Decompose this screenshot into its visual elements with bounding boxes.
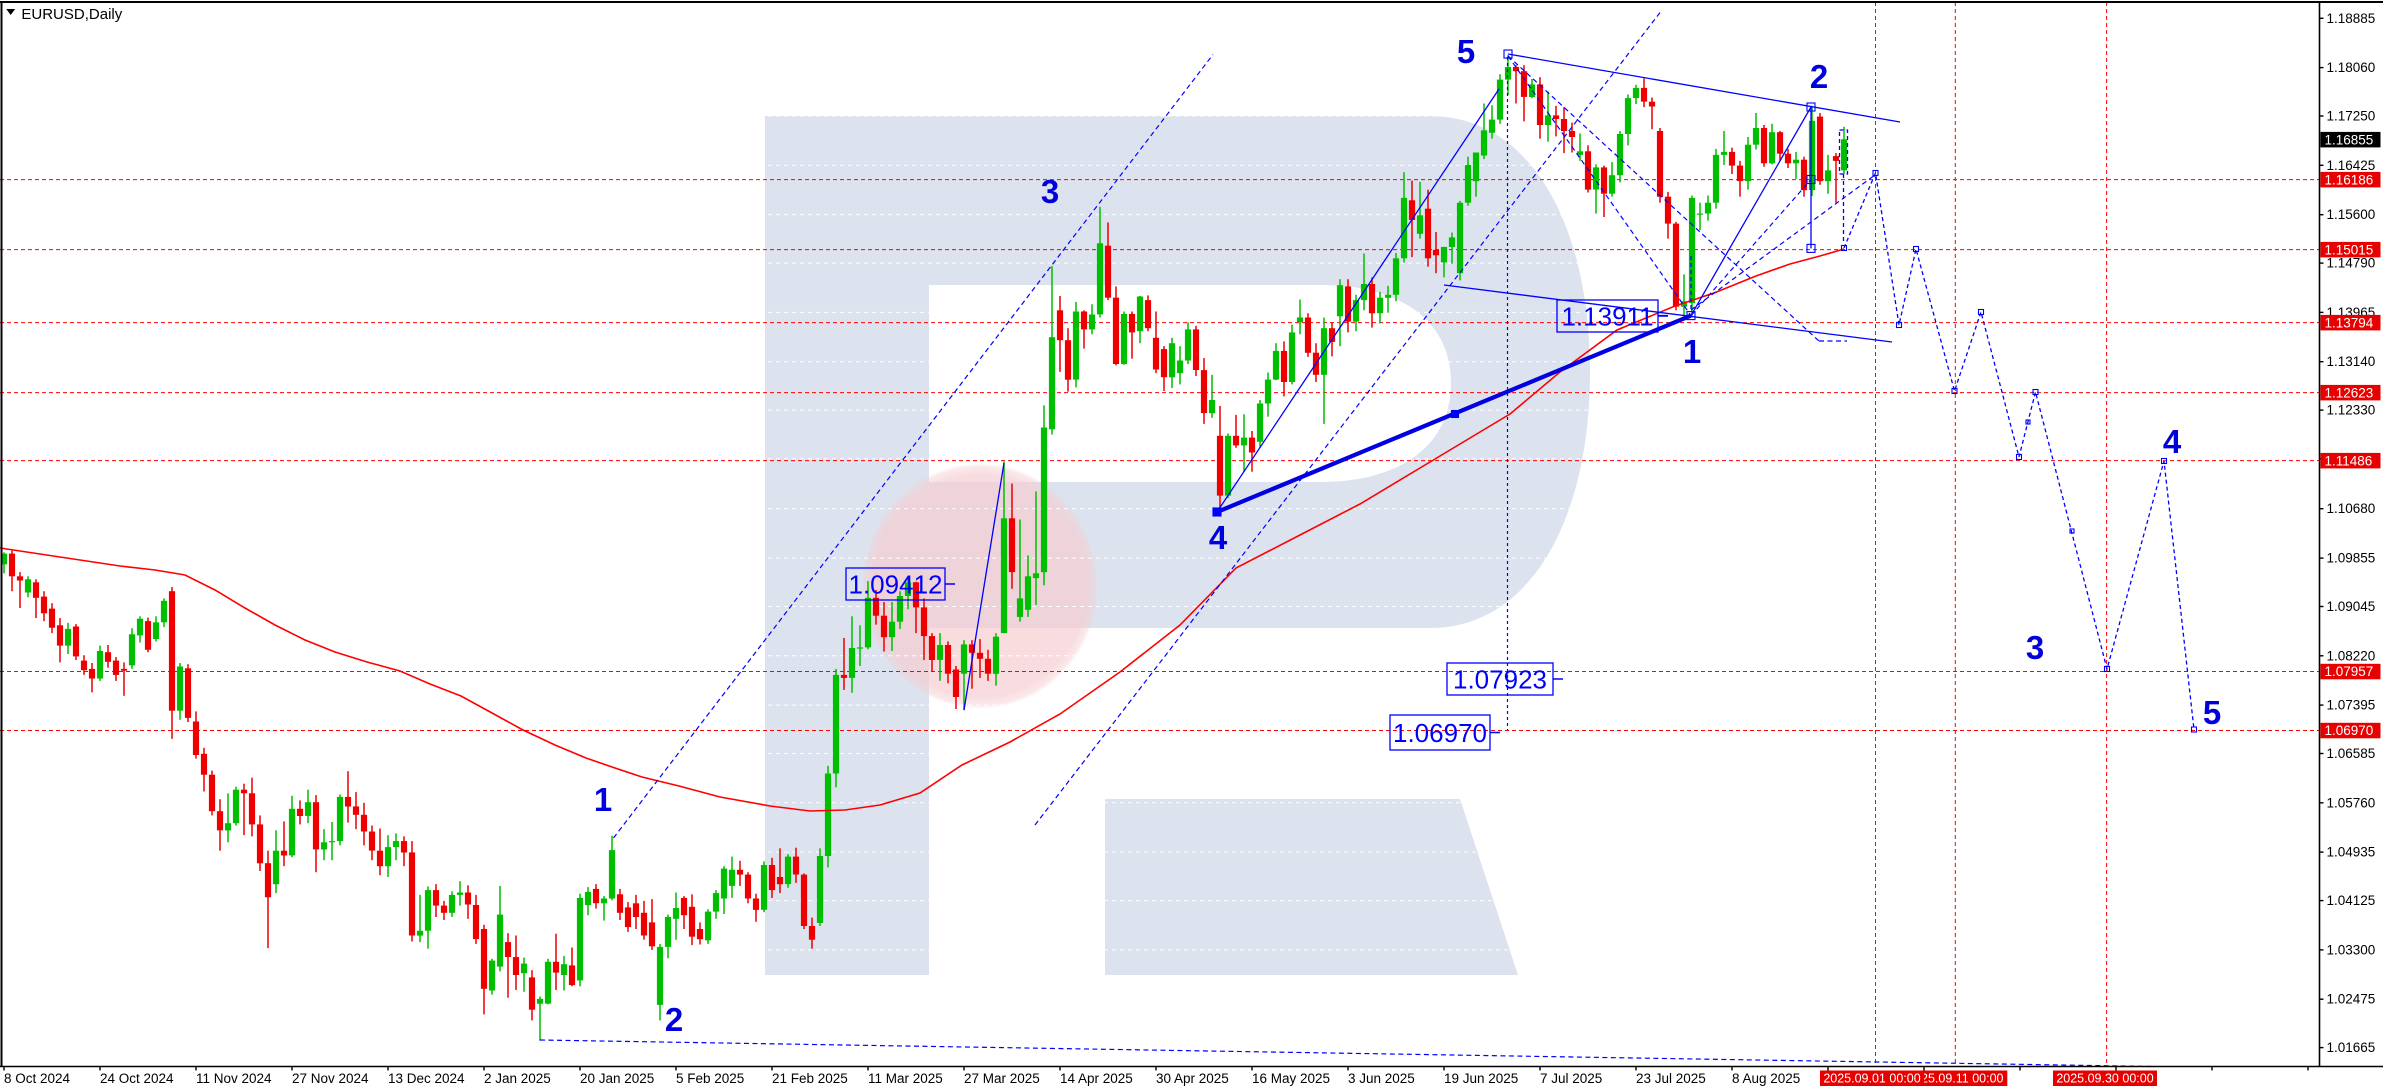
svg-text:8 Aug 2025: 8 Aug 2025	[1732, 1071, 1800, 1086]
svg-text:1.09412: 1.09412	[849, 570, 943, 600]
svg-text:1.07395: 1.07395	[2327, 698, 2376, 713]
svg-text:23 Jul 2025: 23 Jul 2025	[1636, 1071, 1706, 1086]
svg-text:14 Apr 2025: 14 Apr 2025	[1060, 1071, 1133, 1086]
svg-text:1.13911: 1.13911	[1561, 302, 1653, 332]
svg-text:1.12623: 1.12623	[2325, 385, 2374, 400]
svg-text:1.14790: 1.14790	[2327, 256, 2376, 271]
svg-text:19 Jun 2025: 19 Jun 2025	[1444, 1071, 1518, 1086]
svg-text:24 Oct 2024: 24 Oct 2024	[100, 1071, 174, 1086]
svg-text:1.16186: 1.16186	[2325, 172, 2374, 187]
svg-text:1.06585: 1.06585	[2327, 746, 2376, 761]
svg-text:2025.09.11 00:00: 2025.09.11 00:00	[1907, 1072, 2003, 1086]
svg-text:EURUSD,Daily: EURUSD,Daily	[21, 6, 122, 23]
svg-text:1.09855: 1.09855	[2327, 551, 2376, 566]
svg-text:1.07923: 1.07923	[1453, 665, 1547, 695]
svg-text:1.18060: 1.18060	[2327, 60, 2376, 75]
svg-text:21 Feb 2025: 21 Feb 2025	[772, 1071, 848, 1086]
svg-text:1.08220: 1.08220	[2327, 648, 2376, 663]
svg-text:1.16855: 1.16855	[2325, 132, 2374, 147]
svg-text:2025.09.30 00:00: 2025.09.30 00:00	[2056, 1072, 2153, 1086]
svg-text:5 Feb 2025: 5 Feb 2025	[676, 1071, 744, 1086]
svg-text:1.01665: 1.01665	[2327, 1040, 2376, 1055]
svg-text:1.12330: 1.12330	[2327, 403, 2376, 418]
svg-text:1.11486: 1.11486	[2325, 453, 2373, 468]
svg-text:1.16425: 1.16425	[2327, 158, 2376, 173]
svg-text:8 Oct 2024: 8 Oct 2024	[4, 1071, 71, 1086]
svg-text:16 May 2025: 16 May 2025	[1252, 1071, 1330, 1086]
svg-text:7 Jul 2025: 7 Jul 2025	[1540, 1071, 1602, 1086]
svg-text:2: 2	[1810, 58, 1828, 95]
svg-text:4: 4	[1209, 519, 1228, 556]
svg-text:1.18885: 1.18885	[2327, 11, 2376, 26]
svg-text:1.10680: 1.10680	[2327, 501, 2376, 516]
svg-text:1.06970: 1.06970	[2325, 723, 2374, 738]
svg-text:1.09045: 1.09045	[2327, 599, 2376, 614]
svg-text:1.13140: 1.13140	[2327, 354, 2376, 369]
svg-text:5: 5	[1457, 33, 1475, 70]
svg-text:2 Jan 2025: 2 Jan 2025	[484, 1071, 551, 1086]
svg-text:30 Apr 2025: 30 Apr 2025	[1156, 1071, 1229, 1086]
svg-text:13 Dec 2024: 13 Dec 2024	[388, 1071, 465, 1086]
svg-text:1.06970: 1.06970	[1393, 718, 1487, 748]
svg-text:1.04125: 1.04125	[2327, 893, 2376, 908]
svg-text:27 Nov 2024: 27 Nov 2024	[292, 1071, 369, 1086]
svg-text:1.13794: 1.13794	[2325, 315, 2374, 330]
svg-text:2025.09.01 00:00: 2025.09.01 00:00	[1823, 1072, 1920, 1086]
svg-text:3: 3	[2026, 629, 2044, 666]
svg-text:3: 3	[1041, 173, 1059, 210]
svg-text:1: 1	[1683, 333, 1701, 370]
svg-text:2: 2	[665, 1001, 683, 1038]
svg-text:11 Mar 2025: 11 Mar 2025	[868, 1071, 943, 1086]
svg-text:1.17250: 1.17250	[2327, 109, 2376, 124]
svg-text:1.04935: 1.04935	[2327, 845, 2376, 860]
svg-text:1.03300: 1.03300	[2327, 942, 2376, 957]
svg-text:11 Nov 2024: 11 Nov 2024	[196, 1071, 272, 1086]
svg-text:27 Mar 2025: 27 Mar 2025	[964, 1071, 1040, 1086]
svg-text:4: 4	[2163, 423, 2182, 460]
svg-text:1.02475: 1.02475	[2327, 992, 2376, 1007]
svg-text:1.15600: 1.15600	[2327, 207, 2376, 222]
svg-text:1.15015: 1.15015	[2325, 242, 2374, 257]
svg-text:1.07957: 1.07957	[2325, 664, 2374, 679]
svg-text:3 Jun 2025: 3 Jun 2025	[1348, 1071, 1415, 1086]
svg-text:20 Jan 2025: 20 Jan 2025	[580, 1071, 654, 1086]
svg-text:1: 1	[594, 781, 612, 818]
svg-text:1.05760: 1.05760	[2327, 795, 2376, 810]
svg-text:5: 5	[2203, 694, 2221, 731]
